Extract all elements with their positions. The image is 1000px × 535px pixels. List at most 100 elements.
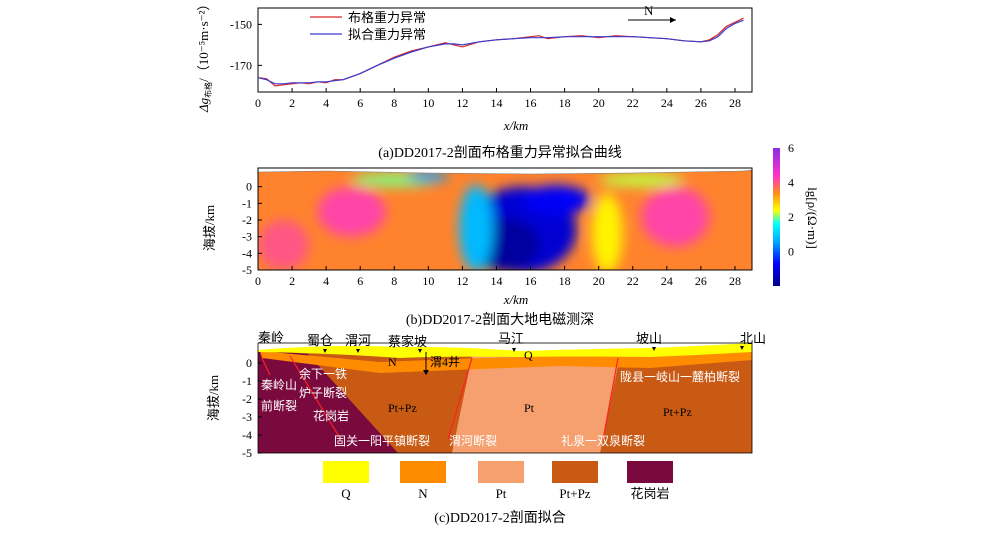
unit-pt [452, 355, 620, 453]
marker-shucang [323, 349, 327, 353]
y-tick-label: -150 [230, 17, 252, 31]
resistivity-anomaly [407, 171, 449, 182]
fault-label-weihe: 渭河断裂 [449, 433, 497, 448]
y-tick-label: -4 [242, 246, 252, 260]
fault-liquan [602, 357, 619, 441]
place-labels: 秦岭 蜀仓 渭河 蔡家坡 马江 坡山 北山 [258, 330, 766, 349]
fault-label-guguan: 固关一阳平镇断裂 [334, 433, 430, 448]
panel-a-plot-area [257, 7, 753, 93]
label-pt: Pt [524, 401, 535, 415]
legend-swatch [400, 461, 446, 483]
panel-c-frame [257, 342, 753, 454]
y-tick-label: -4 [242, 428, 252, 442]
colorbar-tick-label: 0 [788, 245, 794, 259]
place-markers [323, 346, 744, 353]
x-tick-label: 26 [695, 274, 707, 288]
label-q: Q [524, 348, 533, 362]
legend-swatch [323, 461, 369, 483]
label-ptpz-left: Pt+Pz [388, 401, 417, 415]
colorbar-tick-label: 2 [788, 210, 794, 224]
x-tick-label: 18 [559, 96, 571, 110]
x-tick-label: 12 [456, 96, 468, 110]
well-marker [423, 370, 429, 375]
panel-a-legend: 布格重力异常 拟合重力异常 [310, 10, 426, 42]
legend-label-bouguer: 布格重力异常 [348, 10, 426, 25]
marker-caijiapo [418, 349, 422, 353]
panel-c-y-ticks: 0 -1 -2 -3 -4 -5 [242, 356, 262, 460]
legend-label-fitted: 拟合重力异常 [348, 27, 426, 42]
marker-weihe [356, 349, 360, 353]
panel-c-ylabel: 海拔/km [206, 375, 221, 421]
x-tick-label: 6 [357, 96, 363, 110]
fault-label-yuxia-2: 炉子断裂 [299, 385, 347, 400]
colorbar [773, 148, 780, 286]
label-n: N [388, 355, 397, 369]
x-tick-label: 14 [490, 96, 502, 110]
label-ptpz-right: Pt+Pz [663, 405, 692, 419]
legend-swatch [552, 461, 598, 483]
fault-label-yuxia-1: 余下一铁 [299, 366, 347, 381]
resistivity-anomaly [591, 193, 623, 270]
fault-label-longxian: 陇县一岐山一麓柏断裂 [620, 369, 740, 384]
x-tick-label: 28 [729, 274, 741, 288]
legend-label: Pt [496, 486, 507, 501]
panel-b-mt: 0 2 4 6 8 10 12 14 16 18 20 22 24 26 28 0-1-2-3-4-5 64… [202, 141, 820, 328]
x-tick-label: 22 [627, 96, 639, 110]
x-tick-label: 16 [525, 274, 537, 288]
panel-b-topography [257, 169, 753, 175]
fault-labels: 秦岭山 前断裂 余下一铁 炉子断裂 固关一阳平镇断裂 渭河断裂 礼泉一双泉断裂 … [261, 366, 740, 448]
place-qinling: 秦岭 [258, 330, 284, 345]
well-label: 渭4井 [430, 355, 460, 369]
series-fitted-line [257, 19, 744, 85]
x-tick-label: 24 [661, 96, 673, 110]
x-tick-label: 20 [593, 96, 605, 110]
x-tick-label: 6 [357, 274, 363, 288]
panel-b-caption: (b)DD2017-2剖面大地电磁测深 [406, 312, 594, 328]
panel-a-y-ticks: -150 -170 [230, 17, 262, 72]
legend-label: 花岗岩 [630, 486, 669, 501]
y-tick-label: -1 [242, 196, 252, 210]
panel-c-legend: Q N Pt Pt+Pz 花岗岩 [323, 461, 673, 501]
y-tick-label: -3 [242, 410, 252, 424]
legend-swatch [478, 461, 524, 483]
marker-beishan [740, 346, 744, 350]
y-tick-label: -5 [242, 263, 252, 277]
panel-c-caption: (c)DD2017-2剖面拟合 [434, 510, 565, 526]
panel-a-x-ticks: 0 2 4 6 8 10 12 14 16 18 20 22 24 26 28 [255, 88, 741, 110]
unit-granite-b [285, 352, 398, 453]
y-tick-label: -5 [242, 446, 252, 460]
x-tick-label: 12 [456, 274, 468, 288]
x-tick-label: 2 [289, 96, 295, 110]
legend-swatch [627, 461, 673, 483]
north-arrow-head [670, 17, 676, 23]
place-caijiapo: 蔡家坡 [388, 334, 427, 349]
x-tick-label: 20 [593, 274, 605, 288]
y-tick-label: -2 [242, 213, 252, 227]
resistivity-anomaly [258, 220, 310, 270]
colorbar-tick-label: 4 [788, 176, 794, 190]
panel-c-model: 0-1-2-3-4-5 秦岭 蜀仓 渭河 蔡家坡 马江 坡山 北山 渭4井 N … [206, 330, 766, 526]
fault-label-qinling-1: 秦岭山 [261, 378, 297, 392]
x-tick-label: 22 [627, 274, 639, 288]
faults [261, 355, 619, 441]
unit-q [258, 343, 752, 358]
legend-label: Q [341, 486, 351, 501]
panel-b-resistivity-map [258, 171, 710, 270]
place-majiang: 马江 [498, 331, 524, 346]
x-tick-label: 14 [490, 274, 502, 288]
x-tick-label: 10 [422, 274, 434, 288]
panel-b-xlabel: x/km [503, 292, 529, 307]
fault-guguan [289, 355, 341, 439]
panel-b-x-ticks: 0 2 4 6 8 10 12 14 16 18 20 22 24 26 28 [255, 266, 741, 288]
x-tick-label: 4 [323, 96, 329, 110]
y-tick-label: -3 [242, 230, 252, 244]
place-beishan: 北山 [740, 331, 766, 346]
resistivity-anomaly [598, 173, 684, 187]
y-tick-label: -2 [242, 392, 252, 406]
x-tick-label: 28 [729, 96, 741, 110]
panel-a-gravity: 0 2 4 6 8 10 12 14 16 18 20 22 24 26 28 -150-170 布格重力异… [196, 0, 753, 161]
legend-label: Pt+Pz [559, 486, 590, 501]
colorbar-label: lg[ρ/(Ω·m)] [805, 187, 820, 249]
place-shucang: 蜀仓 [307, 333, 333, 348]
